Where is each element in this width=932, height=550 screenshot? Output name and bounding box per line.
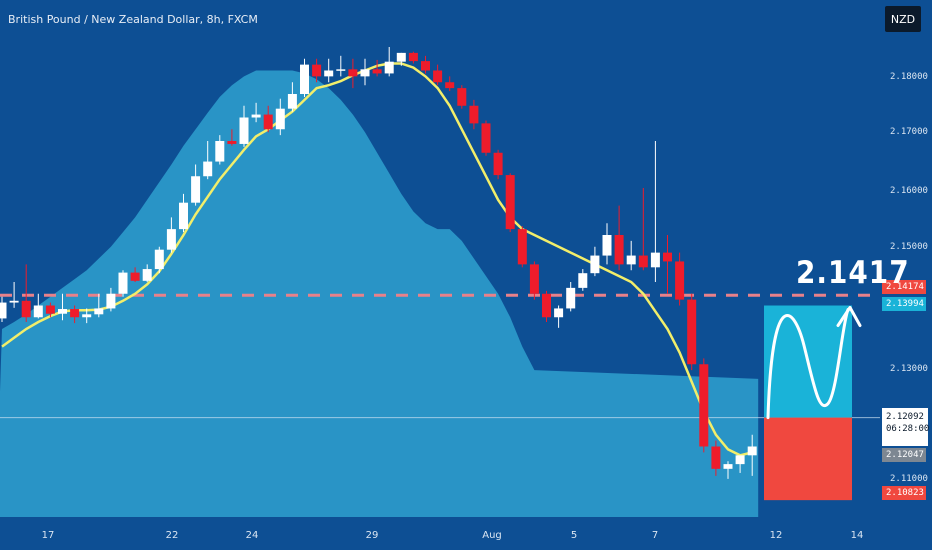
candle-body[interactable]: [542, 293, 551, 318]
x-tick-label: 5: [570, 530, 578, 541]
x-tick-label: 24: [245, 530, 259, 541]
candle-body[interactable]: [336, 69, 346, 71]
candle-body[interactable]: [554, 308, 564, 318]
candle-body[interactable]: [372, 69, 382, 74]
candle-body[interactable]: [566, 287, 576, 309]
candle-body[interactable]: [614, 235, 624, 265]
candle-body[interactable]: [179, 202, 188, 230]
x-tick-label: 7: [651, 530, 659, 541]
candle-body[interactable]: [33, 305, 43, 318]
candle-body[interactable]: [421, 61, 430, 71]
current-price-value: 2.12092: [886, 412, 924, 422]
y-tick-label: 2.18000: [890, 72, 928, 82]
x-tick-label: Aug: [482, 530, 502, 541]
candle-body[interactable]: [360, 69, 370, 77]
upper-band-price-tag: 2.13994: [882, 297, 926, 311]
candle-body[interactable]: [687, 299, 697, 365]
candle-body[interactable]: [251, 114, 261, 118]
arrowhead-icon: [836, 306, 862, 328]
y-tick-label: 2.17000: [890, 127, 928, 137]
candle-body[interactable]: [263, 114, 273, 130]
candle-body[interactable]: [275, 108, 285, 130]
candle-body[interactable]: [590, 255, 600, 274]
candle-body[interactable]: [0, 302, 7, 319]
candle-body[interactable]: [517, 229, 527, 265]
stop-zone: [764, 417, 852, 501]
x-tick-label: 17: [41, 530, 55, 541]
candle-body[interactable]: [118, 272, 128, 294]
x-tick-label: 22: [165, 530, 179, 541]
candle-body[interactable]: [493, 152, 503, 176]
candle-body[interactable]: [130, 272, 140, 281]
candle-body[interactable]: [215, 141, 225, 162]
currency-badge[interactable]: NZD: [885, 6, 921, 32]
candle-body[interactable]: [747, 446, 757, 456]
candle-body[interactable]: [287, 94, 297, 109]
candle-body[interactable]: [58, 309, 67, 314]
stop-price-tag: 2.10823: [882, 486, 926, 500]
candle-body[interactable]: [602, 235, 612, 256]
candle-body[interactable]: [324, 70, 334, 77]
candle-body[interactable]: [227, 141, 237, 144]
candle-body[interactable]: [45, 305, 55, 314]
candle-body[interactable]: [626, 255, 636, 265]
chart-title: British Pound / New Zealand Dollar, 8h, …: [8, 13, 258, 26]
x-tick-label: 12: [769, 530, 783, 541]
x-tick-label: 14: [850, 530, 864, 541]
candle-body[interactable]: [396, 52, 406, 62]
candle-body[interactable]: [239, 117, 249, 144]
candle-body[interactable]: [481, 123, 491, 153]
candle-body[interactable]: [650, 252, 660, 268]
candle-body[interactable]: [348, 69, 358, 77]
candle-body[interactable]: [457, 88, 467, 106]
y-tick-label: 2.11000: [890, 474, 928, 484]
candle-body[interactable]: [445, 82, 455, 89]
candle-body[interactable]: [578, 273, 588, 288]
candle-body[interactable]: [663, 252, 672, 262]
candle-body[interactable]: [699, 364, 709, 447]
candle-body[interactable]: [711, 446, 721, 469]
candle-body[interactable]: [82, 314, 92, 318]
candle-body[interactable]: [106, 293, 116, 309]
candle-body[interactable]: [735, 455, 745, 465]
y-tick-label: 2.15000: [890, 242, 928, 252]
candle-body[interactable]: [191, 176, 201, 203]
y-tick-label: 2.16000: [890, 186, 928, 196]
candle-body[interactable]: [529, 264, 539, 294]
candle-body[interactable]: [469, 105, 479, 124]
candle-body[interactable]: [408, 52, 418, 62]
candle-body[interactable]: [166, 229, 176, 250]
candle-body[interactable]: [505, 175, 515, 230]
candle-body[interactable]: [203, 161, 213, 177]
y-tick-label: 2.13000: [890, 364, 928, 374]
candle-body[interactable]: [21, 300, 31, 318]
candle-body[interactable]: [723, 464, 733, 469]
candle-body[interactable]: [154, 249, 164, 270]
candle-body[interactable]: [94, 308, 104, 315]
candle-body[interactable]: [70, 309, 80, 318]
resistance-price-tag: 2.14174: [882, 280, 926, 294]
candle-body[interactable]: [638, 255, 648, 268]
lower-price-tag: 2.12047: [882, 448, 926, 462]
candle-body[interactable]: [142, 269, 152, 281]
candle-body[interactable]: [384, 61, 394, 74]
volatility-band-area: [0, 70, 759, 517]
candle-body[interactable]: [675, 261, 685, 300]
bar-countdown: 06:28:00: [886, 424, 930, 434]
x-tick-label: 29: [365, 530, 379, 541]
candle-body[interactable]: [312, 64, 322, 77]
candle-body[interactable]: [9, 300, 19, 303]
projection-path-arrow: [766, 308, 850, 420]
candle-body[interactable]: [300, 64, 309, 94]
current-price-tag: 2.12092 06:28:00: [882, 408, 930, 446]
candle-body[interactable]: [433, 70, 443, 83]
target-price-annotation: 2.1417: [796, 255, 910, 291]
